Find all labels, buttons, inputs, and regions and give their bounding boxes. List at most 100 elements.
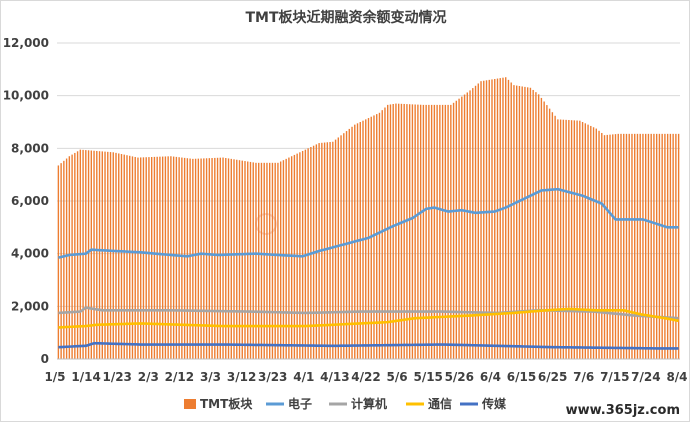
bar	[183, 157, 186, 359]
bar	[290, 156, 293, 359]
bar	[285, 158, 287, 359]
bar	[57, 165, 60, 359]
bar	[112, 152, 114, 359]
bar	[417, 104, 419, 360]
bar	[598, 130, 600, 359]
bar	[430, 104, 433, 359]
bar	[197, 158, 200, 359]
bar	[96, 150, 98, 359]
bar	[666, 133, 669, 359]
bar	[474, 85, 477, 360]
x-tick-label: 3/23	[258, 370, 287, 384]
y-tick-label: 6,000	[11, 194, 49, 208]
bar	[164, 156, 167, 359]
bar	[159, 156, 161, 359]
bar	[200, 158, 202, 359]
bar	[661, 133, 663, 359]
bar	[510, 82, 512, 359]
bar	[554, 115, 556, 360]
bar	[216, 157, 219, 359]
bar	[373, 115, 375, 360]
bar	[395, 103, 397, 359]
bar	[381, 110, 383, 360]
bar	[142, 157, 145, 359]
bar	[263, 162, 265, 359]
bar	[518, 86, 521, 359]
bar	[145, 157, 147, 359]
bar	[675, 133, 677, 359]
bar	[222, 157, 224, 359]
y-tick-label: 8,000	[11, 141, 49, 155]
bar	[669, 133, 672, 359]
bar	[326, 142, 329, 359]
bar	[458, 98, 460, 359]
bar	[238, 160, 241, 359]
bar	[376, 114, 378, 359]
bar	[134, 156, 136, 359]
bar	[425, 104, 427, 359]
legend-label: TMT板块	[200, 396, 253, 411]
bar	[557, 119, 559, 359]
bar	[472, 88, 474, 360]
x-tick-label: 6/15	[507, 370, 536, 384]
x-tick-label: 1/23	[102, 370, 131, 384]
bar	[258, 162, 260, 359]
x-tick-label: 2/3	[138, 370, 159, 384]
bar	[439, 104, 441, 359]
bar	[104, 151, 106, 359]
bar	[609, 134, 611, 359]
bar	[411, 104, 414, 360]
bar	[255, 162, 257, 359]
bar	[172, 156, 175, 359]
series-line	[58, 307, 679, 329]
x-tick-label: 4/13	[320, 370, 349, 384]
bar	[516, 85, 518, 360]
bar	[606, 134, 608, 359]
bar	[161, 156, 164, 359]
bar	[129, 155, 131, 359]
bar	[658, 133, 661, 359]
bar	[90, 150, 93, 359]
y-tick-label: 2,000	[11, 299, 49, 313]
x-tick-label: 6/4	[480, 370, 501, 384]
bar	[529, 87, 532, 360]
bar	[115, 152, 117, 359]
bar	[650, 133, 652, 359]
series-line	[58, 187, 679, 259]
bar	[274, 162, 276, 359]
x-tick-label: 5/6	[387, 370, 408, 384]
bar	[672, 133, 674, 359]
legend-label: 计算机	[351, 396, 387, 411]
bar	[488, 79, 490, 359]
bar	[268, 162, 271, 359]
x-tick-label: 1/14	[71, 370, 100, 384]
bar	[260, 162, 263, 359]
bar	[573, 120, 576, 360]
bar	[107, 151, 109, 359]
bar	[491, 79, 493, 359]
bar	[384, 107, 386, 360]
legend: TMT板块 电子 计算机 通信 传媒	[184, 396, 507, 411]
bar	[332, 141, 334, 359]
bar	[225, 157, 227, 359]
bar	[288, 157, 290, 359]
series-line	[58, 341, 679, 350]
bar	[526, 87, 529, 360]
bar	[546, 105, 548, 359]
bar	[647, 133, 650, 359]
legend-label: 通信	[428, 396, 452, 411]
bar	[548, 108, 551, 360]
bar	[537, 94, 540, 359]
bar	[279, 161, 282, 359]
bar	[126, 155, 128, 359]
bar	[137, 157, 139, 359]
bar	[266, 162, 268, 359]
bar	[463, 94, 466, 360]
bar	[584, 123, 587, 359]
bar	[334, 139, 337, 359]
bar	[123, 154, 125, 359]
bar	[214, 157, 216, 359]
bar	[447, 104, 449, 359]
bar	[150, 157, 153, 359]
